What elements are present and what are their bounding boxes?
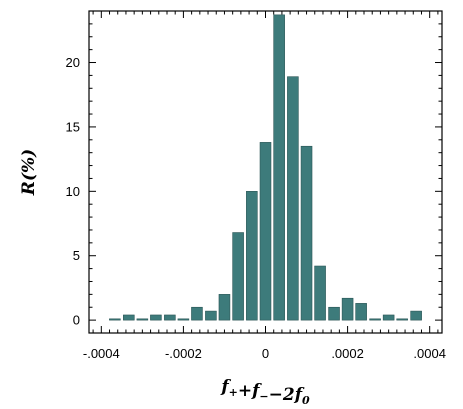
x-axis-title-part: +f (238, 381, 262, 401)
x-axis-title-subscript: − (259, 390, 268, 403)
bar (287, 76, 299, 321)
bar (164, 314, 176, 321)
x-tick-label: -.0002 (165, 346, 202, 361)
bar (218, 294, 231, 321)
bar (246, 191, 258, 321)
x-tick-label: -.0004 (83, 346, 120, 361)
y-tick-label: 10 (66, 184, 80, 199)
bar (300, 145, 313, 321)
bar (205, 310, 217, 321)
bar (273, 14, 285, 321)
bar (410, 310, 422, 321)
y-axis-title: R(%) (19, 149, 39, 196)
x-axis-title: f++f−−2f0 (220, 377, 310, 407)
x-axis-title-part: −2f (269, 385, 305, 405)
bar (191, 306, 203, 321)
x-tick-label: .0004 (413, 346, 446, 361)
x-axis-title-subscript: 0 (302, 394, 310, 407)
bar (136, 318, 149, 321)
bar (355, 303, 367, 321)
y-tick-label: 20 (66, 55, 80, 70)
x-tick-label: 0 (262, 346, 269, 361)
x-axis-title-part: f (220, 377, 231, 397)
bar (369, 318, 381, 321)
ticks-group (89, 10, 442, 334)
x-axis-title-subscript: + (229, 386, 238, 399)
y-tick-label: 0 (73, 313, 80, 328)
tick-labels-group: 0 5 10 15 20 -.0004 -.0002 0 .0002 .0004 (66, 55, 446, 361)
x-tick-label: .0002 (331, 346, 364, 361)
bar (341, 297, 354, 321)
bar (177, 318, 190, 321)
bars-group (109, 14, 422, 321)
bar (259, 142, 272, 321)
y-tick-label: 5 (73, 248, 80, 263)
y-tick-label: 15 (66, 119, 80, 134)
bar (328, 306, 340, 321)
bar (150, 314, 162, 321)
bar (123, 314, 135, 321)
bar (314, 265, 326, 321)
bar (109, 318, 121, 321)
bar (232, 232, 244, 321)
bar (382, 314, 395, 321)
bar (396, 318, 408, 321)
